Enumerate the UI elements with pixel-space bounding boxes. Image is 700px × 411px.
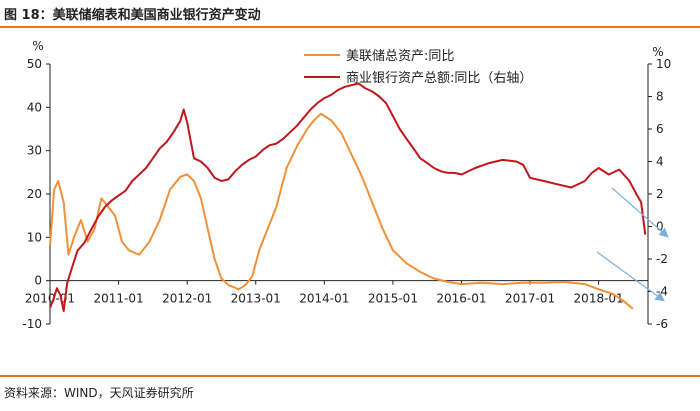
right-tick-label: -2 — [656, 252, 668, 266]
right-tick-label: -4 — [656, 285, 668, 299]
right-tick-label: 8 — [656, 90, 664, 104]
legend-label: 商业银行资产总额:同比（右轴） — [346, 71, 532, 86]
x-tick-label: 2018-01 — [574, 292, 624, 306]
left-tick-label: 0 — [34, 274, 42, 288]
left-tick-label: 30 — [27, 144, 42, 158]
right-tick-label: 4 — [656, 155, 664, 169]
series-layer — [49, 82, 647, 312]
legend-label: 美联储总资产:同比 — [346, 49, 454, 64]
source-bar: 资料来源：WIND，天风证券研究所 — [0, 375, 700, 411]
x-tick-label: 2012-01 — [162, 292, 212, 306]
left-tick-label: 20 — [27, 187, 42, 201]
title-bar: 图 18：美联储缩表和美国商业银行资产变动 — [0, 0, 700, 28]
left-tick-label: 10 — [27, 230, 42, 244]
series-line-bank-assets — [49, 82, 647, 312]
right-axis-unit: % — [652, 45, 663, 59]
annotation-layer — [596, 187, 669, 302]
annotation-arrow-upper — [611, 187, 669, 238]
right-tick-label: 0 — [656, 220, 664, 234]
left-tick-label: 50 — [27, 57, 42, 71]
right-tick-label: 10 — [656, 57, 671, 71]
x-tick-label: 2013-01 — [231, 292, 281, 306]
x-tick-label: 2011-01 — [94, 292, 144, 306]
right-tick-label: 6 — [656, 122, 664, 136]
left-axis-unit: % — [32, 39, 43, 53]
annotation-arrow-lower — [596, 251, 665, 302]
x-tick-label: 2010-01 — [25, 292, 75, 306]
x-tick-label: 2015-01 — [368, 292, 418, 306]
right-tick-label: 2 — [656, 187, 664, 201]
left-tick-label: -10 — [22, 317, 42, 331]
left-tick-label: 40 — [27, 100, 42, 114]
chart-title: 图 18：美联储缩表和美国商业银行资产变动 — [4, 8, 261, 23]
series-line-fed-assets — [49, 112, 634, 310]
x-tick-label: 2014-01 — [299, 292, 349, 306]
source-note: 资料来源：WIND，天风证券研究所 — [4, 386, 194, 400]
x-tick-label: 2016-01 — [436, 292, 486, 306]
x-tick-label: 2017-01 — [505, 292, 555, 306]
right-tick-label: -6 — [656, 317, 668, 331]
